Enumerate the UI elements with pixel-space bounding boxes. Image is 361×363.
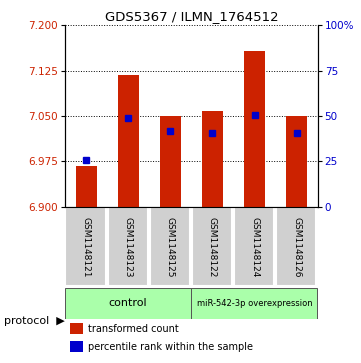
Bar — [276, 208, 316, 286]
Text: protocol  ▶: protocol ▶ — [4, 316, 64, 326]
Text: transformed count: transformed count — [88, 323, 178, 334]
Text: GSM1148126: GSM1148126 — [292, 217, 301, 277]
Text: GSM1148122: GSM1148122 — [208, 217, 217, 277]
Text: miR-542-3p overexpression: miR-542-3p overexpression — [197, 299, 312, 308]
Bar — [108, 208, 148, 286]
Text: control: control — [109, 298, 147, 309]
Bar — [160, 116, 181, 207]
Bar — [70, 323, 83, 334]
Bar — [202, 111, 223, 207]
Text: GSM1148125: GSM1148125 — [166, 217, 175, 277]
Text: GSM1148123: GSM1148123 — [124, 217, 132, 277]
Bar — [149, 208, 190, 286]
Bar — [244, 51, 265, 207]
Bar — [234, 208, 274, 286]
Bar — [286, 116, 307, 207]
Bar — [65, 208, 106, 286]
Text: GSM1148124: GSM1148124 — [250, 217, 259, 277]
Bar — [118, 75, 139, 207]
Bar — [192, 208, 232, 286]
Bar — [70, 341, 83, 352]
Text: GSM1148121: GSM1148121 — [82, 217, 91, 277]
Bar — [75, 166, 96, 207]
Bar — [65, 288, 191, 319]
Title: GDS5367 / ILMN_1764512: GDS5367 / ILMN_1764512 — [105, 10, 278, 23]
Bar — [191, 288, 317, 319]
Text: percentile rank within the sample: percentile rank within the sample — [88, 342, 253, 352]
